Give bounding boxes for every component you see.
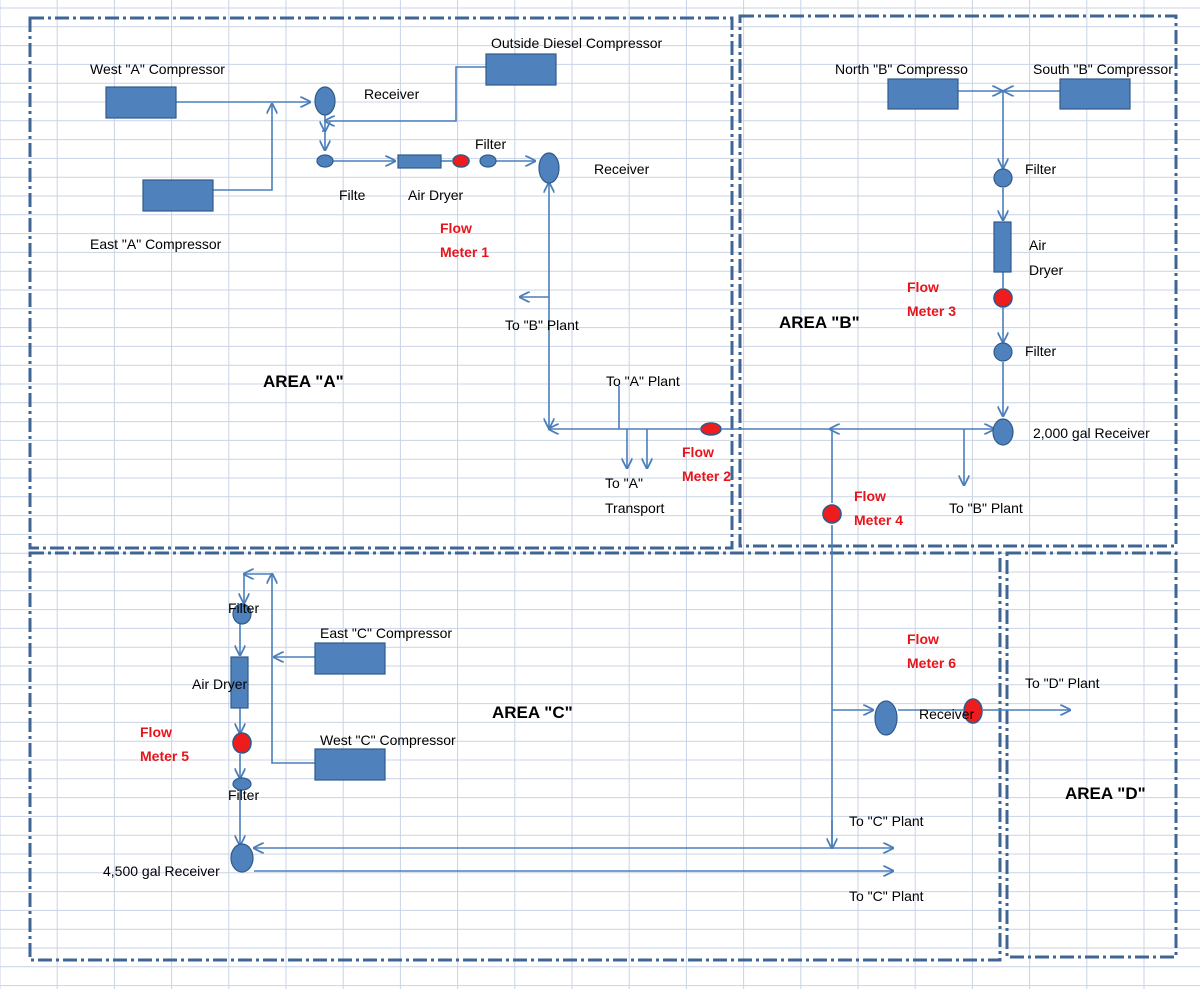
north-b-compressor-label: North "B" Compresso <box>835 61 968 77</box>
receiver-b-label: 2,000 gal Receiver <box>1033 425 1150 441</box>
area-c-border <box>28 551 1002 962</box>
west-c-compressor <box>314 748 386 781</box>
west-a-compressor <box>105 86 177 119</box>
filter-c2 <box>232 777 252 791</box>
area-a-piping <box>176 66 994 468</box>
filter-c1 <box>232 603 252 625</box>
flow-meter-2-label-line1: Flow <box>682 444 714 460</box>
to-b-plant-2-label: To "B" Plant <box>949 500 1023 516</box>
receiver-c-label: 4,500 gal Receiver <box>103 863 220 879</box>
to-c-plant-2-label: To "C" Plant <box>849 888 924 904</box>
filter-a2-label: Filter <box>475 136 506 152</box>
area-c-title: AREA "C" <box>492 703 573 722</box>
air-dryer-b-label-line1: Air <box>1029 237 1046 253</box>
filter-a1-label: Filte <box>339 187 366 203</box>
receiver-d-vessel <box>874 700 898 736</box>
air-dryer-b <box>993 221 1012 273</box>
filter-a1 <box>316 154 334 168</box>
to-a-transport-label-line2: Transport <box>605 500 665 516</box>
filter-c2-label: Filter <box>228 787 259 803</box>
flow-meter-1 <box>452 154 470 168</box>
east-a-compressor-label: East "A" Compressor <box>90 236 222 252</box>
area-b-border <box>738 14 1178 548</box>
flow-meter-3-label-line1: Flow <box>907 279 939 295</box>
outside-diesel-compressor <box>485 53 557 86</box>
air-dryer-c <box>230 656 249 709</box>
east-c-compressor <box>314 642 386 675</box>
filter-b1-label: Filter <box>1025 161 1056 177</box>
receiver-b-vessel <box>992 418 1014 446</box>
to-d-plant-label: To "D" Plant <box>1025 675 1100 691</box>
flow-meter-1-label-line1: Flow <box>440 220 472 236</box>
flow-meter-4 <box>822 504 842 524</box>
west-a-compressor-label: West "A" Compressor <box>90 61 225 77</box>
area-b-title: AREA "B" <box>779 313 860 332</box>
area-d-border <box>1005 551 1178 959</box>
flow-meter-4-label-line2: Meter 4 <box>854 512 903 528</box>
outside-diesel-compressor-label: Outside Diesel Compressor <box>491 35 663 51</box>
area-a-border <box>28 16 734 550</box>
flow-meter-6-label-line2: Meter 6 <box>907 655 956 671</box>
receiver-a2-label: Receiver <box>594 161 650 177</box>
east-a-compressor <box>142 179 214 212</box>
receiver-d-label: Receiver <box>919 706 975 722</box>
air-dryer-b-label-line2: Dryer <box>1029 262 1064 278</box>
flow-meter-6-label-line1: Flow <box>907 631 939 647</box>
receiver-a1-label: Receiver <box>364 86 420 102</box>
flow-meter-6 <box>963 698 983 724</box>
filter-b2 <box>993 342 1013 362</box>
flow-meter-3 <box>993 288 1013 308</box>
to-b-plant-1-label: To "B" Plant <box>505 317 579 333</box>
filter-c1-label: Filter <box>228 600 259 616</box>
flow-meter-5-label-line1: Flow <box>140 724 172 740</box>
south-b-compressor <box>1059 78 1131 110</box>
flow-meter-2-label-line2: Meter 2 <box>682 468 731 484</box>
to-c-plant-1-label: To "C" Plant <box>849 813 924 829</box>
east-c-compressor-label: East "C" Compressor <box>320 625 452 641</box>
flow-meter-5 <box>232 732 252 754</box>
to-a-transport-label-line1: To "A" <box>605 475 643 491</box>
filter-b1 <box>993 168 1013 188</box>
flow-meter-4-label-line1: Flow <box>854 488 886 504</box>
flow-meter-2 <box>700 422 722 436</box>
west-c-compressor-label: West "C" Compressor <box>320 732 456 748</box>
filter-b2-label: Filter <box>1025 343 1056 359</box>
receiver-a1-vessel <box>314 86 336 116</box>
area-c-piping <box>240 574 1070 871</box>
receiver-a2-vessel <box>538 152 560 184</box>
to-a-plant-label: To "A" Plant <box>606 373 680 389</box>
area-a-title: AREA "A" <box>263 372 344 391</box>
air-dryer-a-label: Air Dryer <box>408 187 464 203</box>
receiver-c-vessel <box>230 843 254 873</box>
flow-meter-5-label-line2: Meter 5 <box>140 748 189 764</box>
area-b-piping <box>832 91 1060 848</box>
flow-meter-3-label-line2: Meter 3 <box>907 303 956 319</box>
north-b-compressor <box>887 78 959 110</box>
flow-meter-1-label-line2: Meter 1 <box>440 244 489 260</box>
area-d-title: AREA "D" <box>1065 784 1146 803</box>
air-dryer-c-label: Air Dryer <box>192 676 248 692</box>
air-dryer-a <box>397 154 442 169</box>
filter-a2 <box>479 154 497 168</box>
south-b-compressor-label: South "B" Compressor <box>1033 61 1173 77</box>
